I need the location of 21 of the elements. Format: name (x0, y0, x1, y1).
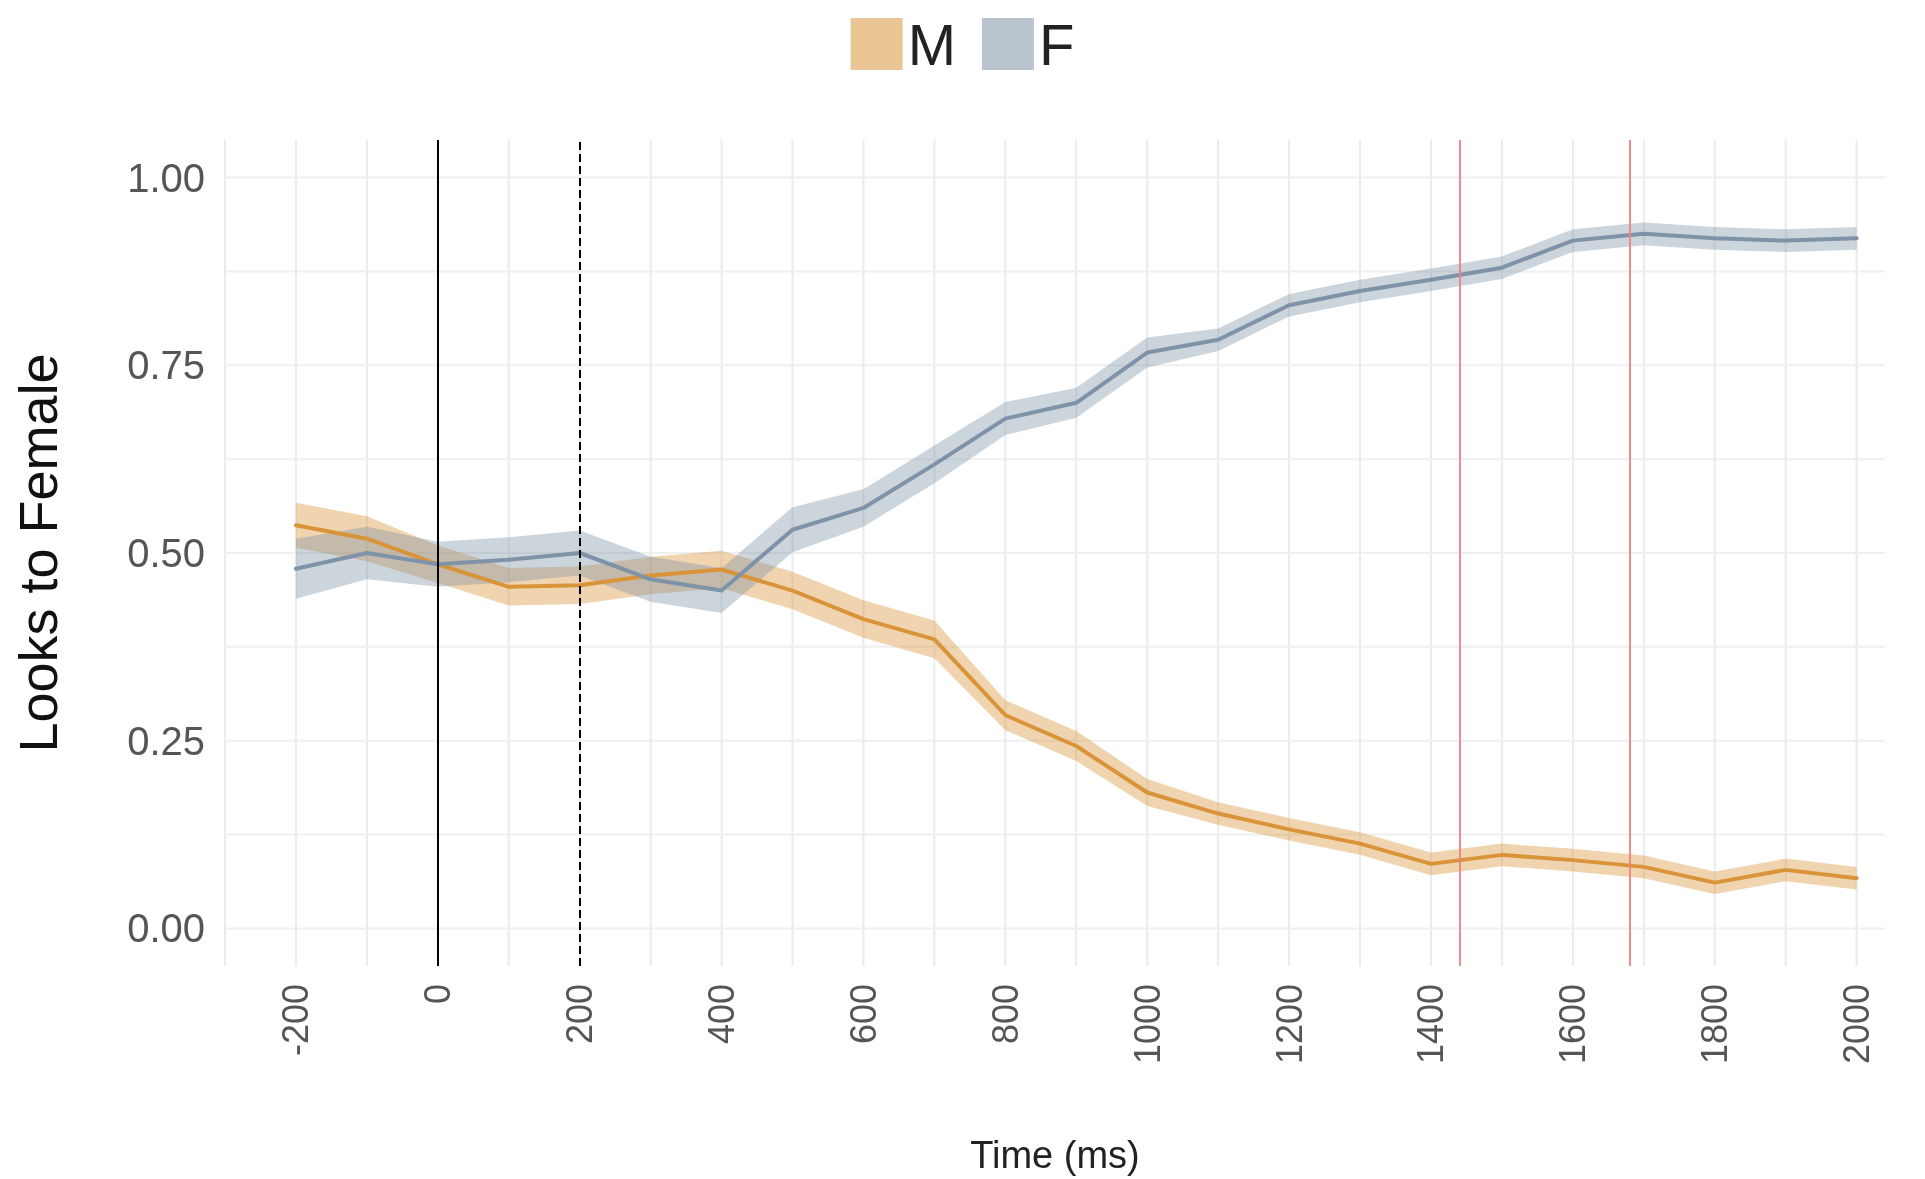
y-tick-label: 1.00 (127, 155, 205, 200)
x-tick-label: 1400 (1410, 984, 1452, 1065)
x-tick-label: 600 (842, 984, 884, 1045)
legend-label: M (907, 11, 956, 77)
x-tick-label: 200 (559, 984, 601, 1045)
x-tick-label: -200 (275, 984, 317, 1057)
y-tick-label: 0.00 (127, 906, 205, 951)
x-tick-label: 800 (984, 984, 1026, 1045)
x-tick-label: 2000 (1836, 984, 1878, 1065)
x-tick-label: 1600 (1552, 984, 1594, 1065)
x-tick-label: 1800 (1694, 984, 1736, 1065)
x-tick-label: 1200 (1268, 984, 1310, 1065)
y-tick-label: 0.25 (127, 718, 205, 763)
x-axis-title: Time (ms) (970, 1134, 1140, 1176)
y-axis-title: Looks to Female (8, 353, 68, 753)
x-tick-label: 1000 (1126, 984, 1168, 1065)
y-tick-label: 0.50 (127, 531, 205, 575)
x-tick-label: 0 (417, 984, 459, 1005)
legend-label: F (1038, 11, 1075, 77)
x-tick-label: 400 (701, 984, 743, 1045)
y-tick-label: 0.75 (127, 343, 205, 388)
